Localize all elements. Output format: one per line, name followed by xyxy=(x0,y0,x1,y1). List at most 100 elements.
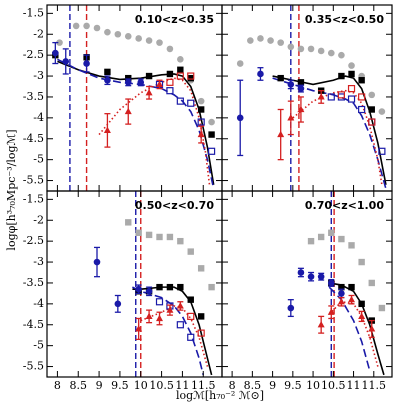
point xyxy=(197,97,205,105)
point xyxy=(56,39,63,46)
point xyxy=(368,279,375,287)
y-tick-label: -2 xyxy=(33,213,44,226)
point xyxy=(137,79,145,86)
point xyxy=(358,258,365,266)
point xyxy=(297,105,305,113)
point xyxy=(62,58,70,65)
x-tick-label: 10 xyxy=(306,379,320,392)
fit-line xyxy=(328,286,371,371)
y-tick-label: -3.5 xyxy=(23,276,44,289)
point xyxy=(177,237,184,245)
point xyxy=(207,147,216,155)
point xyxy=(114,30,122,38)
point xyxy=(197,106,205,113)
point xyxy=(187,333,195,341)
point xyxy=(145,288,153,295)
point xyxy=(378,147,386,155)
point xyxy=(287,114,295,121)
point xyxy=(327,279,335,287)
point xyxy=(348,70,355,78)
point xyxy=(348,295,356,303)
point xyxy=(166,283,174,291)
point xyxy=(166,70,174,78)
point xyxy=(135,229,142,236)
point xyxy=(358,312,366,319)
point xyxy=(347,84,356,93)
x-tick-label: 10.5 xyxy=(321,379,346,392)
point xyxy=(124,107,132,115)
point xyxy=(358,300,365,308)
point xyxy=(368,325,376,332)
point xyxy=(338,283,345,291)
point xyxy=(277,130,285,138)
point xyxy=(347,95,356,103)
y-tick-label: -4.5 xyxy=(23,318,44,331)
y-tick-label: -3 xyxy=(33,69,44,82)
point xyxy=(187,312,195,320)
point xyxy=(155,298,164,306)
y-tick-label: -1.5 xyxy=(23,6,44,19)
point xyxy=(166,78,174,86)
point xyxy=(83,60,90,67)
x-tick-label: 8 xyxy=(229,379,236,392)
point xyxy=(208,131,215,138)
point xyxy=(277,39,284,46)
point xyxy=(156,283,163,291)
point xyxy=(145,37,153,44)
point xyxy=(176,321,184,329)
point xyxy=(166,87,174,95)
plot-area xyxy=(236,5,387,191)
point xyxy=(93,24,101,32)
point xyxy=(187,296,194,303)
x-tick-label: 9.5 xyxy=(284,379,302,392)
frame xyxy=(46,190,223,378)
point xyxy=(287,81,295,88)
point xyxy=(145,312,153,319)
point xyxy=(297,85,305,92)
x-tick-label: 9 xyxy=(96,379,103,392)
point xyxy=(197,329,205,337)
y-tick-label: -5 xyxy=(33,339,44,352)
point xyxy=(177,56,184,63)
point xyxy=(187,72,195,80)
point xyxy=(348,242,355,249)
y-axis-label: logφ[h³₇₀Mpc⁻³/logℳ] xyxy=(5,129,18,250)
plot-area xyxy=(52,5,216,191)
point xyxy=(317,320,325,328)
point xyxy=(307,237,315,245)
point xyxy=(197,118,205,126)
point xyxy=(125,219,132,226)
point xyxy=(156,80,163,88)
frame xyxy=(221,4,393,192)
x-tick-label: 10 xyxy=(134,379,148,392)
point xyxy=(156,314,163,322)
point xyxy=(297,45,305,53)
y-tick-label: -3 xyxy=(33,255,44,268)
point xyxy=(257,35,264,42)
fit-line xyxy=(292,89,383,185)
point xyxy=(125,74,132,82)
point xyxy=(176,72,184,80)
point xyxy=(103,126,111,133)
fit-line xyxy=(132,286,205,376)
point xyxy=(327,49,335,57)
point xyxy=(338,235,345,243)
point xyxy=(236,114,244,122)
panel-label: 0.35<z<0.50 xyxy=(305,13,384,26)
point xyxy=(135,285,142,293)
y-tick-label: -1.5 xyxy=(23,192,44,205)
point xyxy=(72,22,80,30)
point xyxy=(177,283,184,291)
x-tick-label: 8 xyxy=(54,379,61,392)
point xyxy=(348,62,355,69)
panel: 0.35<z<0.50 xyxy=(221,4,393,192)
point xyxy=(358,105,366,114)
point xyxy=(277,74,284,82)
point xyxy=(124,33,132,40)
point xyxy=(93,258,101,266)
y-tick-label: -5.5 xyxy=(23,360,44,373)
point xyxy=(368,106,375,113)
x-tick-label: 11.5 xyxy=(362,379,387,392)
point xyxy=(307,273,315,280)
y-tick-label: -3.5 xyxy=(23,90,44,103)
